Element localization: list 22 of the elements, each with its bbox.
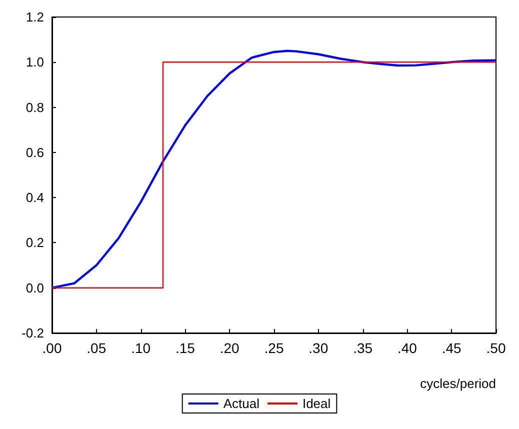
x-tick-label: .10: [131, 340, 151, 356]
x-tick-label: .45: [442, 340, 462, 356]
y-tick-label: 1.2: [26, 10, 44, 24]
x-tick-label: .50: [486, 340, 506, 356]
legend-label: Actual: [223, 396, 260, 411]
y-tick-label: -0.2: [22, 326, 44, 340]
y-tick-label: 0.4: [26, 190, 44, 206]
x-tick-label: .00: [42, 340, 62, 356]
x-tick-label: .30: [308, 340, 328, 356]
x-tick-label: .05: [86, 340, 106, 356]
x-tick-label: .15: [175, 340, 196, 356]
x-axis-title: cycles/period: [420, 376, 496, 391]
y-tick-label: 1.0: [26, 54, 44, 70]
y-tick-label: 0.2: [26, 235, 44, 250]
x-tick-label: .35: [353, 340, 373, 356]
y-tick-label: 0.6: [26, 144, 44, 160]
x-tick-label: .20: [220, 340, 240, 356]
y-tick-label: 0.8: [26, 100, 44, 115]
legend-label: Ideal: [302, 396, 331, 411]
x-tick-label: .25: [264, 340, 284, 356]
y-tick-label: 0.0: [26, 280, 44, 296]
x-tick-label: .40: [397, 340, 418, 356]
